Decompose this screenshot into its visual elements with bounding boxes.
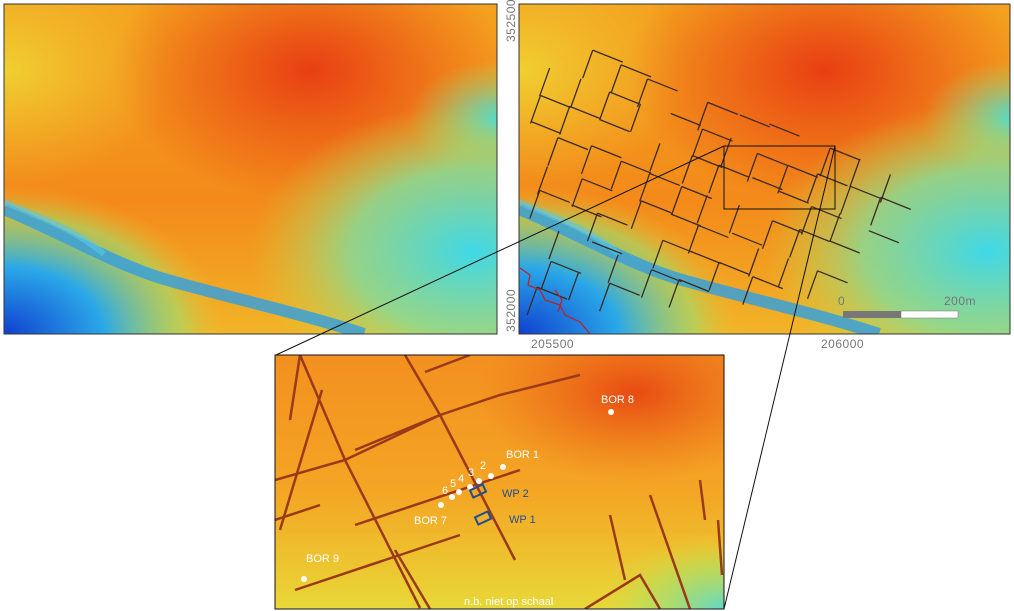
body: 0 200m 352500 352000 205500 206000 n. [0, 0, 1014, 611]
inset-note: n.b. niet op schaal [464, 596, 553, 608]
borehole-label: 5 [450, 478, 456, 490]
borehole-label: 4 [458, 473, 464, 485]
trench-label: WP 2 [502, 488, 529, 500]
map-figure: 0 200m 352500 352000 205500 206000 n. [0, 0, 1014, 611]
borehole [476, 478, 482, 484]
right-panel [519, 4, 1012, 334]
borehole [438, 502, 444, 508]
scale-start: 0 [838, 294, 845, 308]
borehole [301, 576, 307, 582]
borehole [456, 489, 462, 495]
trench-label: WP 1 [509, 514, 536, 526]
borehole-label: BOR 1 [506, 449, 539, 461]
borehole-label: 3 [468, 467, 474, 479]
y-coord-label: 352000 [504, 289, 518, 332]
borehole [500, 464, 506, 470]
x-coord-label: 206000 [821, 337, 864, 351]
left-panel [4, 4, 497, 334]
borehole-label: BOR 7 [414, 515, 447, 527]
borehole [449, 494, 455, 500]
borehole-label: BOR 8 [601, 394, 634, 406]
page: {"coordinates": {"y_labels": ["352500", … [0, 0, 1014, 611]
scale-end: 200m [944, 294, 976, 308]
borehole-label: 6 [442, 485, 448, 497]
borehole [608, 409, 614, 415]
scale-bar-dark [843, 311, 901, 318]
borehole [488, 473, 494, 479]
x-coord-label: 205500 [531, 337, 574, 351]
borehole-label: BOR 9 [306, 553, 339, 565]
y-coord-label: 352500 [504, 0, 518, 42]
inset-panel: n.b. niet op schaal [275, 355, 724, 609]
borehole-label: 2 [480, 460, 486, 472]
scale-bar-light [901, 311, 958, 318]
